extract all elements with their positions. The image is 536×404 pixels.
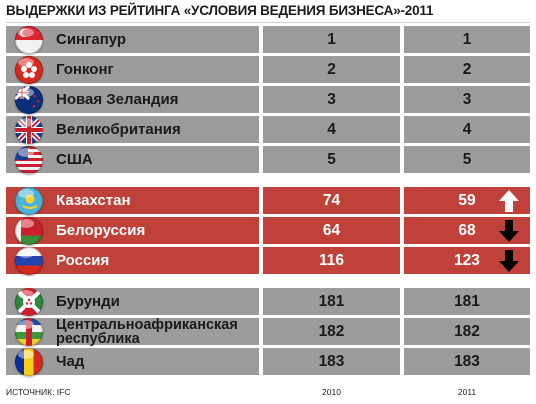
column-header-2011: 2011 [457, 387, 477, 397]
rank-2011-value: 4 [462, 120, 472, 138]
burundi-flag-icon [15, 287, 43, 316]
rank-2010-value: 3 [327, 90, 336, 108]
rank-2011-value: 68 [458, 221, 476, 239]
rank-2010-cell: 5 [263, 146, 400, 173]
rank-2011-value: 3 [462, 90, 472, 108]
table-row: Казахстан 74 59 [6, 186, 530, 215]
rank-2011-value: 59 [458, 191, 476, 209]
rank-2010-value: 181 [318, 292, 345, 310]
rank-2010-value: 182 [318, 322, 345, 340]
rank-2011-value: 1 [462, 30, 472, 48]
rank-2010-value: 4 [327, 120, 336, 138]
title-divider [6, 22, 530, 23]
country-cell: Гонконг [6, 55, 259, 84]
rank-2010-value: 116 [318, 251, 344, 269]
country-name: Великобритания [56, 121, 181, 138]
country-name: Центральноафриканская республика [56, 316, 238, 347]
table-row: США 5 5 [6, 145, 530, 174]
rank-2011-cell: 5 [404, 146, 530, 173]
country-name: Казахстан [56, 192, 131, 209]
country-name: Новая Зеландия [56, 91, 179, 108]
table-row: Гонконг 2 2 [6, 55, 530, 84]
rank-2011-value: 181 [454, 292, 480, 310]
rank-2011-cell: 1 [404, 26, 530, 53]
country-cell: Казахстан [6, 186, 259, 215]
country-name: США [56, 151, 93, 168]
rank-2011-cell: 123 [404, 247, 530, 274]
russia-flag-icon [15, 246, 43, 275]
rank-2010-value: 74 [322, 191, 341, 209]
rank-2011-cell: 59 [404, 187, 530, 214]
rank-2010-cell: 74 [263, 187, 400, 214]
table-row: Сингапур 1 1 [6, 25, 530, 54]
chad-flag-icon [15, 347, 43, 376]
chart-title: ВЫДЕРЖКИ ИЗ РЕЙТИНГА «УСЛОВИЯ ВЕДЕНИЯ БИ… [6, 3, 434, 18]
table-row: Белоруссия 64 68 [6, 216, 530, 245]
arrow-down-icon [499, 219, 519, 242]
rank-2010-cell: 4 [263, 116, 400, 143]
rank-2010-cell: 2 [263, 56, 400, 83]
rank-2011-cell: 181 [404, 288, 530, 315]
table-row: Чад 183 183 [6, 347, 530, 376]
rank-2010-cell: 116 [263, 247, 400, 274]
rank-2011-value: 183 [454, 352, 480, 370]
country-cell: Бурунди [6, 287, 259, 316]
country-cell: Центральноафриканская республика [6, 316, 259, 347]
rank-2011-value: 182 [454, 322, 480, 340]
rank-2010-cell: 181 [263, 288, 400, 315]
column-header-2010: 2010 [322, 387, 341, 397]
rank-2010-cell: 183 [263, 348, 400, 375]
rank-2011-cell: 4 [404, 116, 530, 143]
country-cell: Новая Зеландия [6, 85, 259, 114]
belarus-flag-icon [15, 216, 43, 245]
country-cell: Сингапур [6, 25, 259, 54]
country-name: Чад [56, 353, 85, 370]
rank-2011-value: 123 [454, 251, 480, 269]
rank-2011-value: 2 [462, 60, 472, 78]
rank-2011-cell: 2 [404, 56, 530, 83]
rank-2011-cell: 183 [404, 348, 530, 375]
rank-2011-cell: 3 [404, 86, 530, 113]
country-name: Бурунди [56, 293, 120, 310]
rank-2010-value: 2 [327, 60, 336, 78]
rank-2010-value: 1 [327, 30, 336, 48]
uk-flag-icon [15, 115, 43, 144]
rank-2010-cell: 182 [263, 318, 400, 345]
country-name: Сингапур [56, 31, 127, 48]
country-cell: Россия [6, 246, 259, 275]
rank-2010-cell: 64 [263, 217, 400, 244]
rank-2010-cell: 1 [263, 26, 400, 53]
rank-2010-value: 5 [327, 150, 336, 168]
kazakhstan-flag-icon [15, 186, 43, 215]
rank-2011-value: 5 [462, 150, 472, 168]
usa-flag-icon [15, 145, 43, 174]
rank-2011-cell: 68 [404, 217, 530, 244]
table-row: Новая Зеландия 3 3 [6, 85, 530, 114]
singapore-flag-icon [15, 25, 43, 54]
rank-2011-cell: 182 [404, 318, 530, 345]
source-label: ИСТОЧНИК: IFC [6, 387, 71, 397]
new-zealand-flag-icon [15, 85, 43, 114]
country-cell: Чад [6, 347, 259, 376]
car-flag-icon [15, 317, 43, 346]
rank-2010-value: 183 [318, 352, 345, 370]
country-name: Белоруссия [56, 222, 146, 239]
country-cell: Белоруссия [6, 216, 259, 245]
arrow-down-icon [499, 249, 519, 272]
country-name: Гонконг [56, 61, 114, 78]
ranking-table: Сингапур 1 1 Гонконг 2 2 Новая Зеландия 3 3 Велик… [6, 25, 530, 386]
country-name: Россия [56, 252, 110, 269]
table-row: Центральноафриканская республика 182 182 [6, 316, 530, 347]
rank-2010-value: 64 [322, 221, 341, 239]
table-row: Великобритания 4 4 [6, 115, 530, 144]
arrow-up-icon [499, 189, 519, 212]
table-footer: ИСТОЧНИК: IFC 2010 2011 [6, 385, 530, 403]
country-cell: США [6, 145, 259, 174]
table-row: Бурунди 181 181 [6, 287, 530, 316]
rank-2010-cell: 3 [263, 86, 400, 113]
hong-kong-flag-icon [15, 55, 43, 84]
country-cell: Великобритания [6, 115, 259, 144]
table-row: Россия 116 123 [6, 246, 530, 275]
